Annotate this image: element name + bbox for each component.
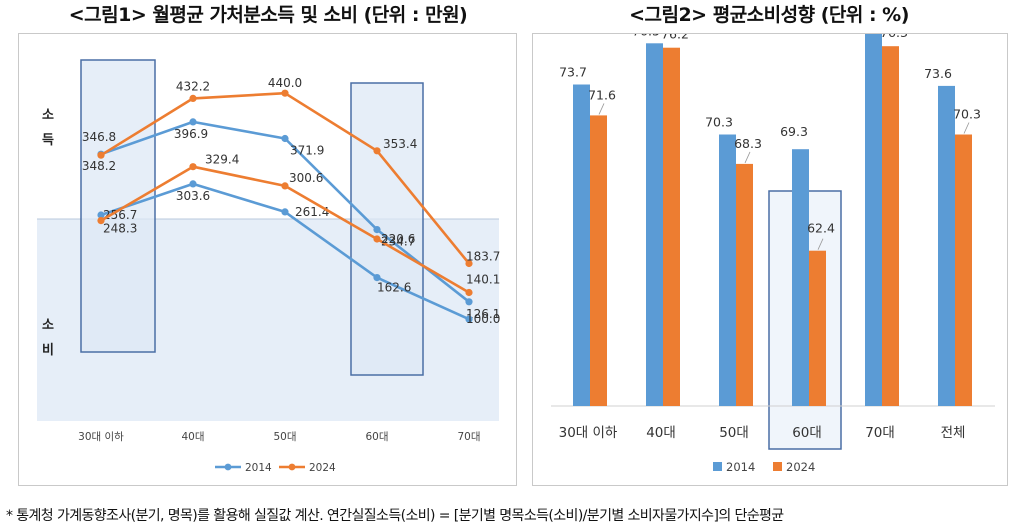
legend-marker-2014 xyxy=(224,463,232,471)
data-point xyxy=(373,274,381,282)
data-point xyxy=(373,235,381,243)
data-label: 76.2 xyxy=(661,34,689,42)
bar-2024 xyxy=(736,163,753,406)
data-label: 440.0 xyxy=(268,76,302,90)
bar-2014 xyxy=(865,2,882,406)
data-point xyxy=(97,211,105,219)
data-point xyxy=(465,259,473,268)
data-label: 432.2 xyxy=(176,79,210,93)
data-point xyxy=(373,226,381,234)
bar-2014 xyxy=(573,84,590,406)
x-tick-label: 70대 xyxy=(457,431,480,443)
data-label: 348.2 xyxy=(82,159,116,173)
data-label: 261.4 xyxy=(295,205,329,219)
data-point xyxy=(97,151,105,159)
data-point xyxy=(97,217,105,225)
label-leader-line xyxy=(817,238,824,250)
data-label: 220.6 xyxy=(381,232,415,246)
x-tick-label: 50대 xyxy=(719,425,749,441)
data-point xyxy=(465,288,473,297)
data-label: 300.6 xyxy=(289,171,323,185)
data-label: 162.6 xyxy=(377,281,411,295)
data-label: 248.3 xyxy=(103,222,137,236)
legend-label-2014: 2014 xyxy=(726,460,755,474)
section-label-income-2: 득 xyxy=(42,133,54,148)
legend-swatch-2024 xyxy=(773,462,782,471)
section-label-income-1: 소 xyxy=(42,108,54,123)
bar-2014 xyxy=(646,43,663,407)
section-label-consumption-1: 소 xyxy=(42,318,54,333)
data-point xyxy=(281,182,289,190)
data-point xyxy=(281,208,289,216)
bar-2024 xyxy=(809,250,826,406)
legend-marker-2024 xyxy=(288,463,296,471)
data-label: 76.3 xyxy=(880,34,908,40)
bar-2024 xyxy=(663,47,680,406)
data-label: 396.9 xyxy=(174,127,208,141)
label-leader-line xyxy=(963,122,970,134)
data-label: 70.3 xyxy=(953,107,981,122)
footnote: * 통계청 가계동향조사(분기, 명목)를 활용해 실질값 계산. 연간실질소득… xyxy=(6,508,784,524)
label-leader-line xyxy=(598,103,605,115)
highlight-box-30대 이하 xyxy=(80,59,156,353)
figure2-title: <그림2> 평균소비성향 (단위 : %) xyxy=(629,4,909,26)
data-point xyxy=(189,163,197,171)
data-label: 371.9 xyxy=(290,144,324,158)
x-tick-label: 30대 이하 xyxy=(78,430,124,443)
data-label: 73.6 xyxy=(924,66,952,81)
data-point xyxy=(281,134,289,143)
data-point xyxy=(281,89,289,97)
data-label: 100.0 xyxy=(466,312,500,326)
bar-chart-svg: 73.776.570.369.379.373.671.676.268.362.4… xyxy=(551,2,995,474)
data-label: 256.7 xyxy=(103,208,137,222)
section-label-consumption-2: 비 xyxy=(42,343,54,358)
figure1-title: <그림1> 월평균 가처분소득 및 소비 (단위 : 만원) xyxy=(68,4,468,26)
data-label: 183.7 xyxy=(466,250,500,264)
data-label: 329.4 xyxy=(205,153,239,167)
legend-label-2024: 2024 xyxy=(786,460,815,474)
consumption-propensity-bar-chart: 73.776.570.369.379.373.671.676.268.362.4… xyxy=(532,2,1008,486)
data-label: 303.6 xyxy=(176,189,210,203)
x-tick-label: 전체 xyxy=(941,425,966,441)
x-tick-label: 40대 xyxy=(181,431,204,443)
data-label: 346.8 xyxy=(82,130,116,144)
data-point xyxy=(465,315,473,323)
x-tick-label: 40대 xyxy=(646,425,676,441)
data-point xyxy=(189,94,197,102)
data-label: 71.6 xyxy=(588,87,616,102)
label-leader-line xyxy=(744,151,751,164)
data-point xyxy=(465,298,473,306)
x-tick-label: 60대 xyxy=(792,425,822,441)
legend-label-2024: 2024 xyxy=(309,462,336,474)
data-label: 353.4 xyxy=(383,137,417,151)
data-label: 68.3 xyxy=(734,136,762,151)
bar-2024 xyxy=(882,46,899,406)
legend-label-2014: 2014 xyxy=(245,462,272,474)
data-label: 62.4 xyxy=(807,221,835,236)
x-tick-label: 30대 이하 xyxy=(559,425,618,441)
data-label: 140.1 xyxy=(466,273,500,287)
data-point xyxy=(189,180,197,188)
bar-2014 xyxy=(938,85,955,407)
x-tick-label: 50대 xyxy=(273,431,296,443)
bar-2024 xyxy=(955,134,972,406)
x-tick-label: 60대 xyxy=(365,431,388,443)
income-consumption-line-chart: 소 득 소 비 348.2 396.9 371.9 234.7 126.1 346.8 432.2 4… xyxy=(18,33,517,486)
data-point xyxy=(189,118,197,126)
data-label: 126.1 xyxy=(466,307,500,321)
data-label: 70.3 xyxy=(705,115,733,130)
data-label: 76.5 xyxy=(632,34,660,38)
data-label: 69.3 xyxy=(780,124,808,139)
x-tick-label: 70대 xyxy=(865,425,895,441)
data-label: 73.7 xyxy=(559,65,587,80)
bar-2014 xyxy=(792,149,809,406)
highlight-box-60대 xyxy=(350,82,424,376)
bar-2024 xyxy=(590,115,607,407)
bar-2014 xyxy=(719,134,736,406)
legend-swatch-2014 xyxy=(713,462,722,471)
data-point xyxy=(373,147,381,155)
